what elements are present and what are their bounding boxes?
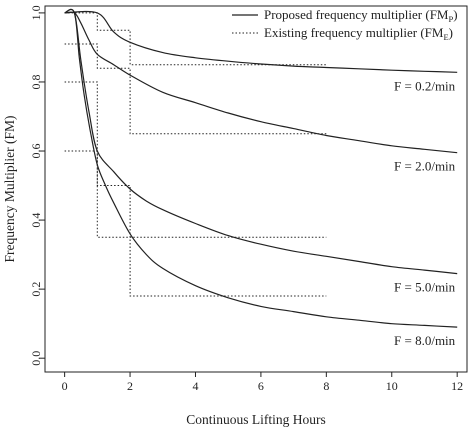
legend-existing-label: Existing frequency multiplier (FME) <box>264 25 453 42</box>
curve-labels: F = 0.2/min F = 2.0/min F = 5.0/min F = 8.0… <box>394 78 456 348</box>
x-tick-label: 4 <box>192 379 198 393</box>
curve-label: F = 8.0/min <box>394 333 456 348</box>
proposed-curve <box>64 9 458 328</box>
x-tick-label: 0 <box>62 379 68 393</box>
y-tick-label: 0.2 <box>29 282 43 297</box>
x-tick-label: 8 <box>323 379 329 393</box>
x-tick-label: 6 <box>258 379 264 393</box>
proposed-curve <box>64 11 458 154</box>
y-axis: 0.0 0.2 0.4 0.6 0.8 1.0 <box>29 5 45 366</box>
x-tick-label: 12 <box>451 379 463 393</box>
y-tick-label: 1.0 <box>29 5 43 20</box>
curves <box>64 8 458 328</box>
y-tick-label: 0.8 <box>29 74 43 89</box>
curve-label: F = 0.2/min <box>394 78 456 93</box>
legend-proposed-label: Proposed frequency multiplier (FMP) <box>264 7 458 24</box>
proposed-curve <box>64 10 458 73</box>
legend: Proposed frequency multiplier (FMP) Exis… <box>232 7 458 42</box>
curve-label: F = 2.0/min <box>394 159 456 174</box>
y-tick-label: 0.0 <box>29 351 43 366</box>
y-axis-label: Frequency Multiplier (FM) <box>2 116 17 263</box>
curve-label: F = 5.0/min <box>394 280 456 295</box>
x-axis: 0 2 4 6 8 10 12 <box>62 372 463 393</box>
x-tick-label: 2 <box>127 379 133 393</box>
plot-frame <box>44 5 468 373</box>
x-axis-label: Continuous Lifting Hours <box>186 412 326 427</box>
x-tick-label: 10 <box>386 379 398 393</box>
y-tick-label: 0.4 <box>29 213 43 228</box>
proposed-curve <box>64 8 458 275</box>
y-tick-label: 0.6 <box>29 144 43 159</box>
existing-step-line <box>64 81 327 238</box>
